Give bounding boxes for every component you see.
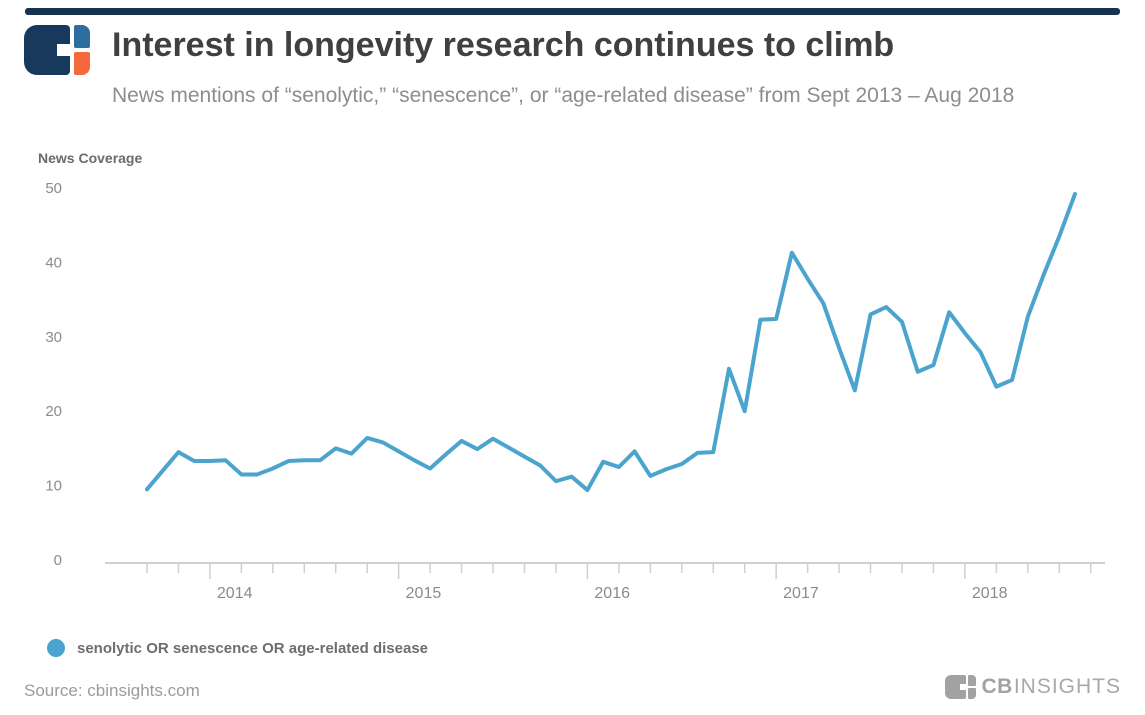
footer-brand: CB INSIGHTS	[945, 675, 1121, 699]
page-title: Interest in longevity research continues…	[112, 26, 895, 64]
top-accent-bar	[25, 8, 1120, 15]
x-axis-label: 2017	[783, 585, 819, 602]
cbinsights-footer-logo-icon	[945, 675, 977, 699]
logo-orange-square	[74, 52, 90, 75]
y-axis-label: 30	[45, 329, 62, 346]
logo-blue-square	[74, 25, 90, 48]
cbinsights-logo-icon	[24, 25, 90, 75]
footer-brand-cb: CB	[981, 675, 1013, 698]
logo-c-notch	[57, 44, 70, 56]
y-axis-label: 40	[45, 254, 62, 271]
y-axis-title: News Coverage	[38, 150, 143, 166]
y-axis-label: 10	[45, 478, 62, 495]
x-axis-label: 2015	[406, 585, 442, 602]
page-subtitle: News mentions of “senolytic,” “senescenc…	[112, 84, 1015, 107]
footer-wordmark: CB INSIGHTS	[981, 675, 1121, 699]
legend-dot-icon	[47, 639, 65, 657]
y-axis-label: 0	[54, 552, 62, 569]
legend-label: senolytic OR senescence OR age-related d…	[77, 639, 428, 657]
legend-item[interactable]: senolytic OR senescence OR age-related d…	[47, 639, 428, 657]
footer-brand-insights: INSIGHTS	[1013, 675, 1121, 698]
x-axis-label: 2016	[594, 585, 630, 602]
x-axis-label: 2014	[217, 585, 253, 602]
source-text: Source: cbinsights.com	[24, 681, 200, 700]
y-axis-label: 50	[45, 180, 62, 197]
x-axis-label: 2018	[972, 585, 1008, 602]
series-line	[145, 191, 1078, 493]
y-axis-label: 20	[45, 403, 62, 420]
